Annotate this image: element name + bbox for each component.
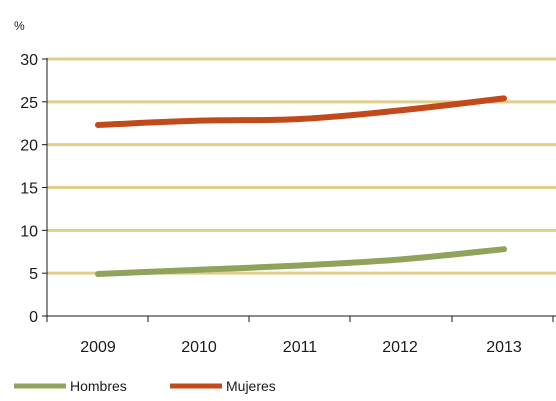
x-tick-label: 2011 xyxy=(283,339,318,356)
x-tick-label: 2009 xyxy=(80,339,116,356)
legend-label-mujeres: Mujeres xyxy=(226,378,276,394)
legend-label-hombres: Hombres xyxy=(70,378,127,394)
x-tick-label: 2012 xyxy=(382,339,418,356)
axes xyxy=(42,58,556,322)
x-tick-label: 2010 xyxy=(181,339,217,356)
y-tick-label: 20 xyxy=(20,138,38,155)
series-lines xyxy=(95,95,507,278)
y-tick-label: 30 xyxy=(20,52,38,69)
y-unit-label: % xyxy=(14,19,25,33)
y-tick-label: 5 xyxy=(29,266,38,283)
x-tick-label: 2013 xyxy=(486,339,522,356)
x-tick-labels: 2009 2010 2011 2012 2013 xyxy=(80,339,522,356)
y-tick-label: 15 xyxy=(20,181,38,198)
y-tick-label: 25 xyxy=(20,95,38,112)
gridlines xyxy=(47,57,556,275)
y-tick-label: 10 xyxy=(20,223,38,240)
y-tick-label: 0 xyxy=(29,309,38,326)
series-line-hombres xyxy=(95,246,507,278)
series-line-mujeres xyxy=(95,95,507,128)
legend: Hombres Mujeres xyxy=(14,378,276,394)
y-tick-labels: 0 5 10 15 20 25 30 xyxy=(20,52,38,326)
